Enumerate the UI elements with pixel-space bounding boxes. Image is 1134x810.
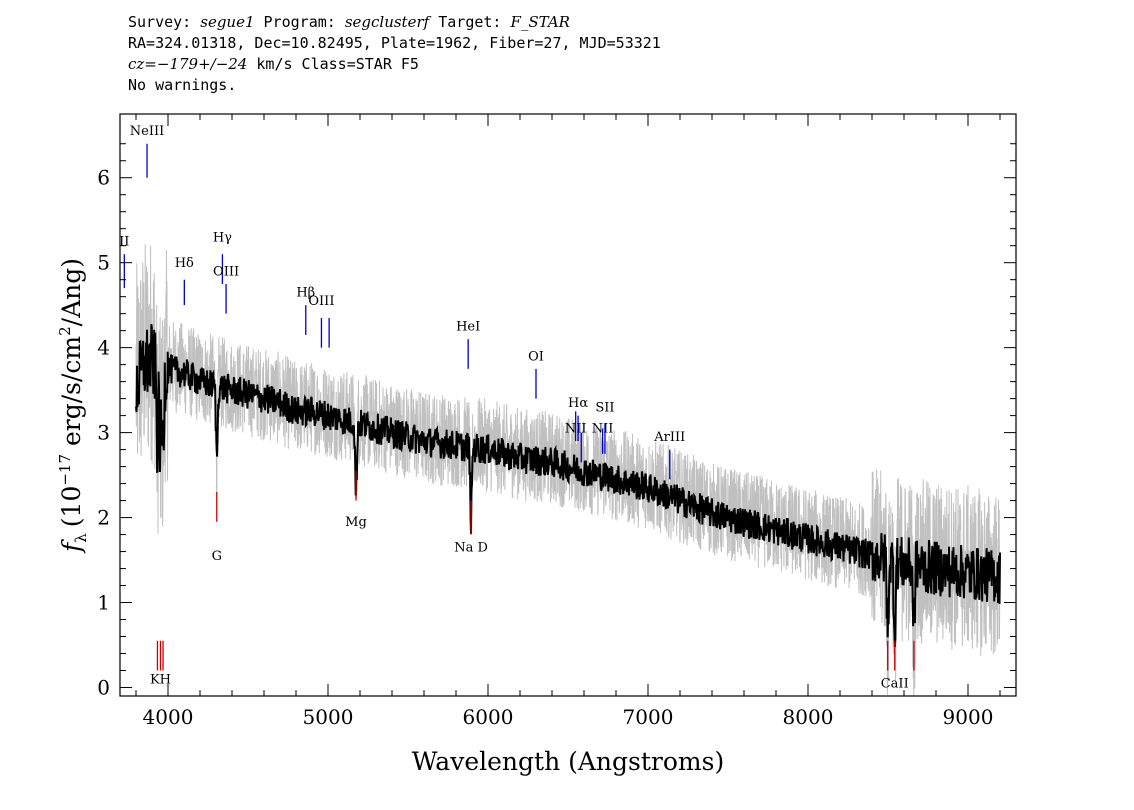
plot-frame bbox=[119, 113, 1017, 697]
emission-line-label: NeIII bbox=[130, 124, 164, 139]
survey-label: Survey: bbox=[128, 13, 201, 31]
y-axis-exp: −17 bbox=[56, 454, 74, 486]
y-axis-title: fλ (10−17 erg/s/cm2/Ang) bbox=[56, 258, 90, 554]
emission-line-label: OIII bbox=[213, 264, 239, 279]
emission-line-label: Hα bbox=[568, 396, 588, 411]
emission-line-label: NII bbox=[592, 422, 614, 437]
x-tick-label: 6000 bbox=[463, 705, 514, 729]
y-axis-unit-tail: /Ang) bbox=[57, 258, 86, 326]
program-label: Program: bbox=[254, 13, 345, 31]
emission-line-label: OIII bbox=[308, 294, 334, 309]
axis-ticks: 4000 5000 6000 7000 8000 9000 0 1 2 3 4 5 6 bbox=[97, 114, 1016, 729]
y-axis-unit-open: (10 bbox=[57, 486, 86, 528]
x-tick-label: 5000 bbox=[303, 705, 354, 729]
y-tick-label: 0 bbox=[97, 676, 110, 700]
header-line-warnings: No warnings. bbox=[128, 76, 237, 94]
emission-line-label: ArIII bbox=[653, 430, 685, 445]
target-value: F_STAR bbox=[510, 13, 570, 31]
y-tick-label: 6 bbox=[97, 166, 110, 190]
emission-line-label: Hγ bbox=[213, 230, 232, 245]
x-tick-label: 4000 bbox=[143, 705, 194, 729]
emission-line-label: II bbox=[119, 235, 129, 250]
target-label: Target: bbox=[429, 13, 511, 31]
y-tick-label: 5 bbox=[97, 251, 110, 275]
spectrum-header: Survey: segue1 Program: segclusterf Targ… bbox=[128, 12, 1028, 96]
absorption-line-label: KH bbox=[150, 672, 171, 687]
x-tick-label: 8000 bbox=[783, 705, 834, 729]
y-tick-label: 3 bbox=[97, 421, 110, 445]
absorption-line-label: G bbox=[212, 549, 222, 564]
y-tick-label: 1 bbox=[97, 591, 110, 615]
absorption-line-label: Mg bbox=[345, 515, 367, 530]
y-axis-exp2: 2 bbox=[56, 326, 74, 336]
y-axis-symbol: f bbox=[57, 539, 86, 554]
emission-line-label: Hδ bbox=[175, 256, 194, 271]
emission-line-label: OI bbox=[528, 349, 544, 364]
header-line-survey: Survey: segue1 Program: segclusterf Targ… bbox=[128, 12, 1028, 33]
y-tick-label: 4 bbox=[97, 336, 110, 360]
x-tick-label: 7000 bbox=[623, 705, 674, 729]
flux-series bbox=[135, 324, 1001, 648]
class-text: km/s Class=STAR F5 bbox=[247, 55, 419, 73]
emission-line-label: NII bbox=[565, 422, 587, 437]
x-tick-label: 9000 bbox=[943, 705, 994, 729]
emission-line-label: Hβ bbox=[296, 286, 315, 301]
y-axis-unit-mid: erg/s/cm bbox=[57, 336, 86, 454]
absorption-line-label: Na D bbox=[454, 541, 488, 556]
survey-value: segue1 bbox=[200, 13, 255, 31]
header-line-cz: cz=−179+/−24 km/s Class=STAR F5 bbox=[128, 54, 1028, 75]
flux-layer bbox=[135, 324, 1001, 648]
x-axis-title: Wavelength (Angstroms) bbox=[412, 747, 724, 776]
emission-line-label: SII bbox=[595, 400, 614, 415]
y-axis-symbol-sub: λ bbox=[72, 533, 90, 543]
spectral-lines-layer: NeIIIIIHδHγOIIIHβOIIIHeIOINIIHαNIISIIArI… bbox=[119, 124, 915, 692]
header-line-coords: RA=324.01318, Dec=10.82495, Plate=1962, … bbox=[128, 34, 661, 52]
y-tick-label: 2 bbox=[97, 506, 110, 530]
program-value: segclusterf bbox=[344, 13, 430, 31]
cz-label: cz= bbox=[128, 55, 157, 73]
cz-value: −179+/−24 bbox=[156, 55, 248, 73]
absorption-line-label: CaII bbox=[881, 677, 909, 692]
emission-line-label: HeI bbox=[456, 320, 480, 335]
